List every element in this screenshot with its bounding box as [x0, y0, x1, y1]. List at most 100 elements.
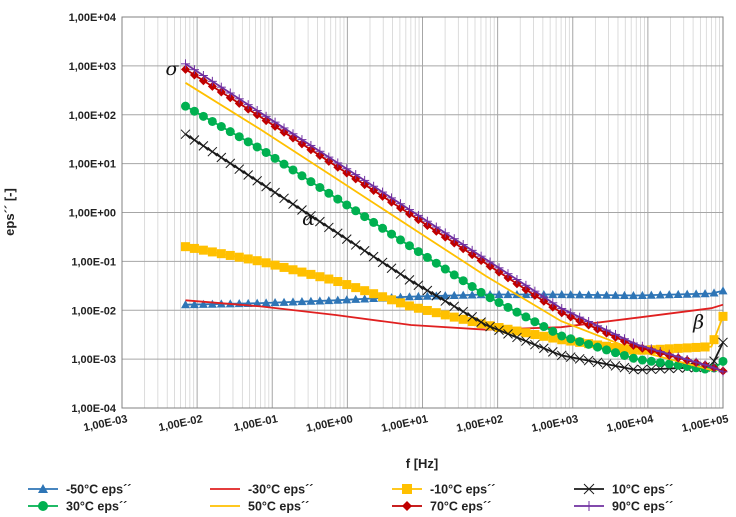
data-point: [593, 342, 603, 352]
data-point: [619, 334, 629, 344]
data-point: [566, 334, 576, 344]
data-point: [538, 343, 549, 354]
data-point: [297, 297, 307, 306]
data-point: [315, 182, 325, 192]
data-point: [440, 310, 450, 320]
data-point: [718, 367, 728, 377]
data-point: [718, 311, 728, 321]
data-point: [288, 265, 298, 275]
data-point: [279, 123, 289, 133]
data-point: [566, 290, 576, 299]
data-point: [324, 152, 334, 162]
data-point: [386, 263, 397, 274]
plot-border: [121, 16, 724, 409]
data-point: [270, 153, 280, 163]
data-point: [548, 290, 558, 299]
data-point: [207, 247, 217, 257]
data-point: [431, 308, 441, 318]
data-point: [261, 181, 271, 192]
data-point: [673, 360, 683, 370]
data-point: [180, 129, 191, 140]
data-point: [234, 132, 244, 142]
data-point: [476, 319, 486, 329]
data-point: [216, 249, 226, 259]
data-point: [198, 76, 208, 86]
data-point: [333, 158, 343, 168]
data-point: [521, 328, 531, 338]
data-point: [700, 289, 710, 298]
data-point: [575, 337, 585, 347]
data-point: [351, 294, 361, 303]
data-point: [575, 312, 585, 322]
data-point: [323, 222, 334, 233]
data-point: [279, 159, 289, 169]
data-point: [404, 275, 415, 285]
data-point: [234, 252, 244, 262]
data-point: [404, 292, 414, 301]
data-point: [476, 251, 486, 261]
data-point: [512, 307, 522, 317]
data-point: [225, 158, 236, 169]
legend-item: -50°C eps´´: [28, 483, 131, 497]
data-point: [593, 290, 603, 299]
data-point: [449, 234, 459, 244]
data-point: [198, 71, 208, 81]
data-point: [324, 188, 334, 198]
data-point: [288, 129, 298, 139]
data-point: [458, 276, 468, 286]
data-point: [449, 290, 459, 299]
data-point: [682, 355, 692, 365]
data-point: [198, 111, 208, 121]
data-point: [700, 360, 710, 370]
data-point: [646, 290, 656, 299]
data-point: [225, 127, 235, 137]
data-point: [709, 288, 719, 297]
data-point: [709, 356, 719, 366]
data-point: [682, 289, 692, 298]
data-point: [297, 171, 307, 181]
data-point: [306, 140, 316, 150]
legend-label: 30°C eps´´: [66, 500, 127, 514]
data-point: [261, 147, 271, 157]
data-point: [180, 242, 190, 252]
data-point: [557, 331, 567, 341]
data-point: [494, 325, 504, 336]
data-point: [234, 164, 245, 175]
data-point: [691, 342, 701, 352]
data-point: [628, 290, 638, 300]
data-point: [449, 312, 459, 322]
data-point: [566, 308, 576, 318]
data-point: [324, 296, 334, 305]
x-tick-label: 1,00E+04: [606, 413, 656, 435]
data-point: [189, 243, 199, 253]
data-point: [333, 277, 343, 287]
curve-annotation: α: [302, 208, 315, 230]
data-point: [342, 280, 352, 290]
legend-label: 90°C eps´´: [612, 500, 673, 514]
data-point: [449, 301, 460, 312]
data-point: [252, 298, 262, 307]
data-point: [387, 193, 397, 203]
data-point: [592, 357, 603, 368]
data-point: [655, 347, 665, 357]
data-point: [610, 348, 620, 358]
data-point: [574, 354, 585, 364]
data-point: [270, 117, 280, 127]
y-tick-label: 1,00E+04: [69, 12, 117, 24]
data-point: [539, 322, 549, 332]
data-point: [297, 267, 307, 277]
y-axis-label: eps´´ [-]: [2, 188, 17, 236]
data-point: [243, 137, 253, 147]
data-point: [530, 286, 540, 296]
data-point: [207, 146, 218, 157]
data-point: [207, 76, 217, 86]
data-point: [234, 94, 244, 104]
data-point: [270, 187, 280, 198]
data-point: [306, 177, 316, 187]
data-point: [288, 199, 298, 209]
data-point: [458, 306, 469, 317]
data-point: [333, 194, 343, 204]
data-point: [402, 484, 412, 494]
data-point: [431, 222, 441, 232]
data-point: [539, 292, 549, 302]
